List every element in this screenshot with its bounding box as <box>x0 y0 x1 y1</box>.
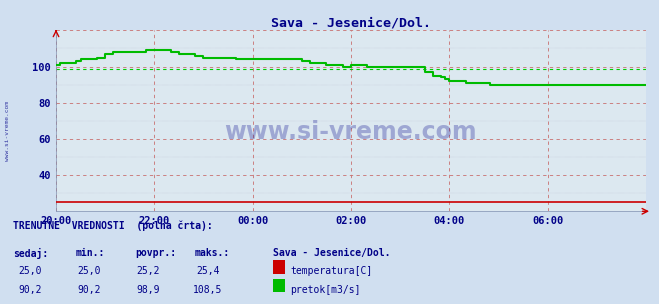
Text: www.si-vreme.com: www.si-vreme.com <box>225 120 477 144</box>
Text: Sava - Jesenice/Dol.: Sava - Jesenice/Dol. <box>273 248 391 258</box>
Text: 25,0: 25,0 <box>18 266 42 276</box>
Text: www.si-vreme.com: www.si-vreme.com <box>5 101 11 161</box>
Text: sedaj:: sedaj: <box>13 248 48 259</box>
Text: 25,2: 25,2 <box>136 266 160 276</box>
Text: min.:: min.: <box>76 248 105 258</box>
Text: 90,2: 90,2 <box>77 285 101 295</box>
Text: 25,0: 25,0 <box>77 266 101 276</box>
Text: TRENUTNE  VREDNOSTI  (polna črta):: TRENUTNE VREDNOSTI (polna črta): <box>13 220 213 231</box>
Text: 90,2: 90,2 <box>18 285 42 295</box>
Text: temperatura[C]: temperatura[C] <box>291 266 373 276</box>
Text: 25,4: 25,4 <box>196 266 219 276</box>
Title: Sava - Jesenice/Dol.: Sava - Jesenice/Dol. <box>271 16 431 29</box>
Text: 98,9: 98,9 <box>136 285 160 295</box>
Text: 108,5: 108,5 <box>193 285 222 295</box>
Text: pretok[m3/s]: pretok[m3/s] <box>291 285 361 295</box>
Text: povpr.:: povpr.: <box>135 248 176 258</box>
Text: maks.:: maks.: <box>194 248 229 258</box>
